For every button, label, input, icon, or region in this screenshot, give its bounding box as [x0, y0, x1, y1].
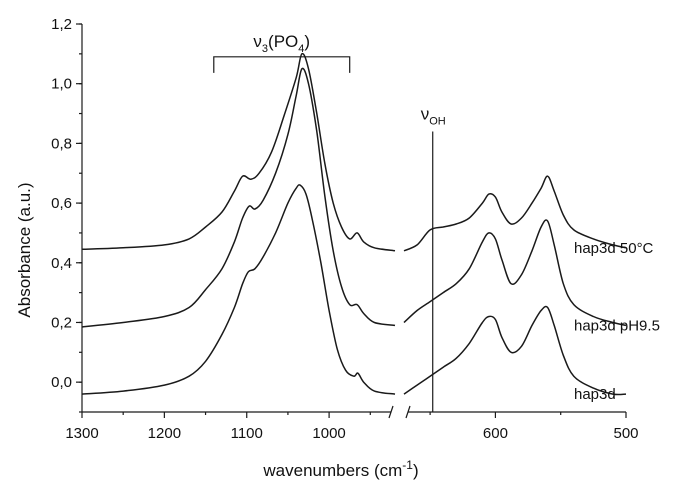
x-tick-label: 1300	[65, 425, 98, 442]
series-label: hap3d	[574, 386, 616, 403]
series-curve-left	[81, 52, 396, 252]
annotations: ν3(PO4) νOH	[213, 32, 446, 412]
band-label-v3-po4: ν3(PO4)	[253, 32, 310, 55]
x-axis-title: wavenumbers (cm-1)	[262, 458, 418, 480]
series-label: hap3d 50°C	[574, 240, 654, 257]
band-label-v-oh: νOH	[421, 105, 446, 128]
series-curve-right	[403, 175, 627, 252]
y-tick-label: 1,0	[51, 76, 72, 93]
y-tick-label: 0,6	[51, 195, 72, 212]
series-curves	[81, 52, 627, 396]
y-tick-label: 1,2	[51, 16, 72, 33]
band-bracket	[213, 56, 351, 73]
axis-break-mark	[388, 405, 394, 419]
series-curve-right	[403, 219, 627, 327]
series-labels: hap3d 50°C hap3d pH9.5 hap3d	[574, 240, 660, 403]
y-tick-label: 0,0	[51, 374, 72, 391]
plot-area: 0,0 0,2 0,4 0,6 0,8 1,0 1,2 1300 1200 1100 1000 600…	[51, 16, 638, 442]
x-tick-label: 600	[483, 425, 508, 442]
series-curve-right	[403, 305, 627, 396]
series-label: hap3d pH9.5	[574, 317, 660, 334]
y-tick-label: 0,8	[51, 135, 72, 152]
x-tick-label: 1100	[231, 425, 263, 442]
x-tick-label: 500	[613, 425, 638, 442]
y-tick-label: 0,2	[51, 314, 72, 331]
y-tick-label: 0,4	[51, 255, 72, 272]
series-curve-left	[81, 67, 396, 328]
series-curve-left	[81, 184, 396, 395]
axis-break-mark	[405, 405, 411, 419]
x-tick-label: 1000	[312, 425, 345, 442]
y-axis-title: Absorbance (a.u.)	[15, 182, 34, 317]
x-tick-label: 1200	[148, 425, 181, 442]
